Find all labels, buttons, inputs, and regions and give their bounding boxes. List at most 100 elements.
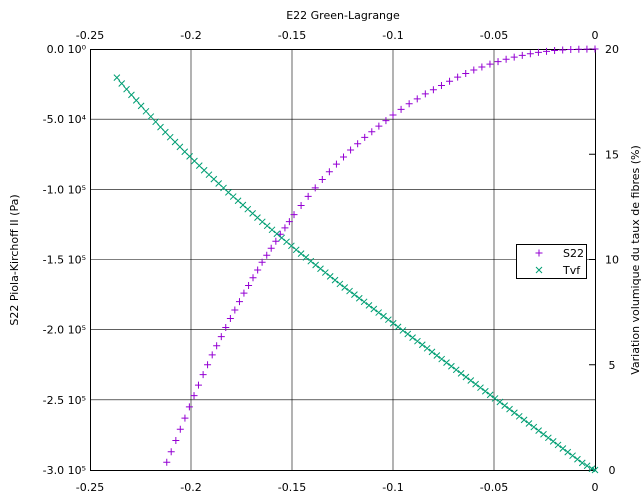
data-point-tvf [554, 441, 562, 449]
data-point-s22 [325, 168, 333, 176]
data-point-s22 [176, 425, 184, 433]
data-point-s22 [575, 45, 583, 53]
data-point-tvf [481, 387, 489, 395]
data-point-tvf [569, 452, 576, 460]
data-point-s22 [486, 60, 494, 68]
data-point-tvf [123, 85, 130, 93]
data-point-tvf [317, 265, 324, 273]
right-y-axis-title: Variation volumique du taux de fibres (%… [629, 145, 642, 375]
data-point-tvf [312, 261, 319, 269]
data-point-tvf [263, 222, 271, 230]
data-point-tvf [423, 344, 431, 352]
data-point-tvf [321, 269, 329, 276]
data-point-tvf [414, 337, 421, 345]
legend-box [516, 244, 587, 279]
y-left-tick-label: -3.0 10⁵ [43, 464, 86, 477]
data-point-s22 [240, 289, 248, 297]
data-point-tvf [506, 405, 513, 413]
data-point-s22 [272, 237, 280, 245]
data-point-tvf [591, 466, 599, 474]
data-point-s22 [213, 342, 221, 350]
y-right-tick-label: 20 [605, 43, 619, 56]
data-point-tvf [511, 409, 518, 417]
data-point-tvf [583, 462, 591, 470]
data-point-tvf [278, 234, 286, 242]
data-point-tvf [409, 334, 416, 341]
x-tick-label-bottom: -0.15 [278, 481, 306, 494]
data-point-tvf [297, 250, 305, 257]
x-tick-label-top: -0.15 [278, 29, 306, 42]
data-point-s22 [290, 211, 298, 219]
data-point-s22 [543, 47, 551, 55]
data-point-s22 [267, 244, 275, 252]
legend-s22-label: S22 [563, 247, 584, 260]
x-tick-label-top: -0.25 [76, 29, 104, 42]
data-point-s22 [405, 100, 413, 108]
y-left-tick-label: -2.0 10⁵ [43, 324, 86, 337]
data-point-tvf [137, 102, 145, 110]
data-point-s22 [285, 218, 293, 226]
data-point-s22 [534, 48, 542, 56]
data-point-tvf [273, 230, 281, 238]
data-point-s22 [217, 333, 225, 341]
data-point-s22 [518, 51, 526, 59]
x-tick-label-bottom: -0.2 [180, 481, 201, 494]
data-point-tvf [288, 242, 295, 250]
legend-marker-s22 [535, 249, 543, 257]
data-point-s22 [583, 45, 591, 53]
data-point-tvf [520, 416, 528, 424]
data-point-s22 [185, 403, 193, 411]
series-tvf [113, 74, 599, 474]
data-point-tvf [152, 118, 160, 126]
y-left-tick-label: -2.5 10⁵ [43, 394, 86, 407]
data-point-s22 [421, 90, 429, 98]
data-point-s22 [413, 95, 421, 103]
data-point-tvf [515, 412, 523, 420]
data-point-tvf [467, 377, 475, 384]
data-point-s22 [222, 324, 230, 332]
data-point-s22 [429, 86, 437, 94]
data-point-tvf [433, 352, 441, 359]
data-point-tvf [477, 384, 484, 392]
data-point-s22 [311, 184, 319, 192]
data-point-tvf [331, 276, 339, 284]
data-point-s22 [318, 176, 326, 184]
data-point-tvf [535, 427, 542, 434]
data-point-tvf [128, 91, 135, 99]
x-tick-label-bottom: -0.05 [480, 481, 508, 494]
data-point-tvf [283, 238, 290, 246]
x-tick-label-bottom: 0 [592, 481, 599, 494]
data-point-tvf [399, 327, 407, 334]
data-point-tvf [462, 373, 470, 381]
data-point-tvf [491, 395, 499, 402]
x-tick-label-top: -0.05 [480, 29, 508, 42]
data-point-s22 [163, 458, 171, 466]
data-point-tvf [486, 391, 494, 399]
data-point-tvf [559, 445, 567, 452]
data-point-s22 [347, 146, 355, 154]
data-point-tvf [501, 402, 509, 409]
data-point-s22 [190, 392, 198, 400]
data-point-tvf [549, 438, 557, 445]
data-point-s22 [231, 306, 239, 314]
data-point-s22 [354, 140, 362, 148]
data-point-tvf [389, 319, 397, 327]
data-point-s22 [526, 50, 534, 58]
data-point-s22 [470, 66, 478, 74]
data-point-tvf [443, 359, 450, 366]
data-point-s22 [389, 111, 397, 119]
data-point-tvf [578, 459, 586, 467]
legend-s22-marker [535, 249, 543, 257]
data-point-s22 [494, 58, 502, 66]
data-point-tvf [132, 97, 140, 104]
legend-tvf-label: Tvf [562, 264, 581, 277]
data-point-s22 [446, 77, 454, 85]
y-right-tick-label: 0 [609, 464, 616, 477]
plot-frame [90, 49, 596, 471]
data-point-s22 [510, 53, 518, 61]
data-point-s22 [167, 448, 175, 456]
data-point-s22 [397, 105, 405, 113]
data-point-tvf [530, 423, 538, 431]
y-left-tick-label: 0.0 10⁰ [47, 43, 87, 56]
